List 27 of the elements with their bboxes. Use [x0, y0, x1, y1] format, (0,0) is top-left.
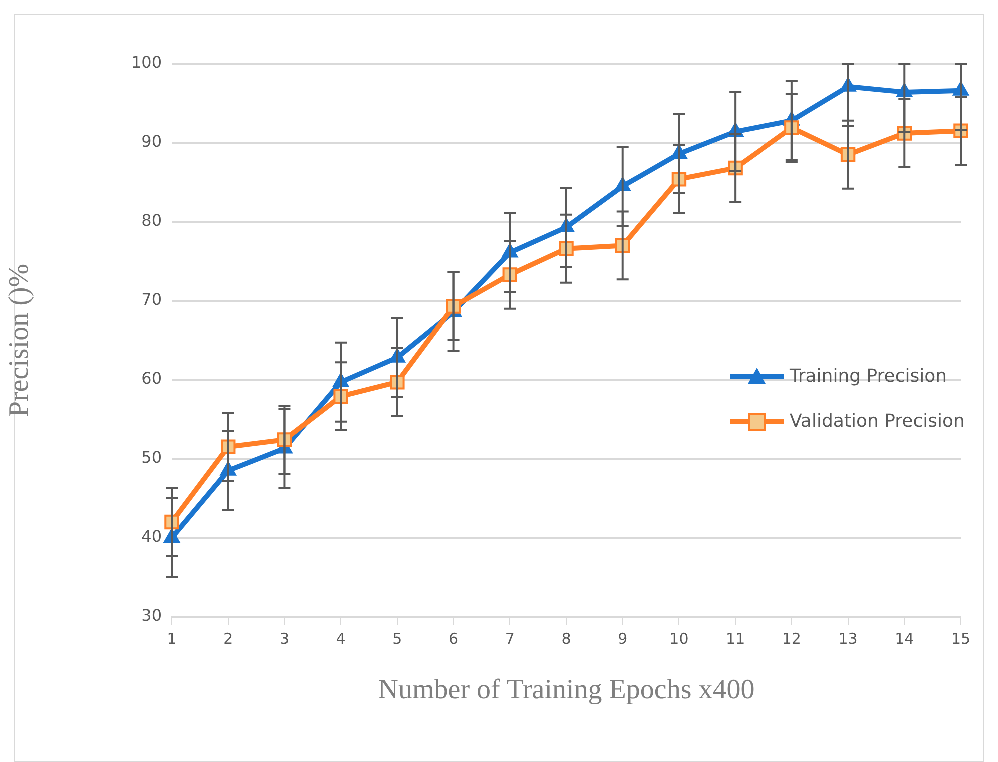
- y-tick-label: 60: [142, 369, 162, 388]
- x-tick-label: 3: [280, 630, 290, 648]
- y-tick-label: 50: [142, 448, 162, 468]
- x-tick-label: 10: [670, 630, 689, 648]
- x-tick-label: 14: [895, 630, 914, 648]
- y-axis-title: Precision ()%: [4, 264, 36, 418]
- x-tick-label: 6: [449, 630, 459, 648]
- x-tick-label: 11: [726, 630, 746, 648]
- x-tick-label: 13: [838, 630, 858, 648]
- y-tick-label: 90: [142, 132, 162, 152]
- x-axis-title: Number of Training Epochs x400: [378, 674, 755, 706]
- x-tick-label: 9: [618, 630, 628, 648]
- x-tick-label: 1: [167, 630, 177, 648]
- y-tick-label: 100: [131, 53, 162, 72]
- y-tick-label: 80: [142, 211, 162, 230]
- y-tick-label: 30: [142, 606, 162, 626]
- legend-label: Training Precision: [790, 366, 948, 387]
- x-tick-label: 7: [505, 630, 515, 648]
- x-tick-label: 4: [336, 630, 346, 648]
- legend-label: Validation Precision: [790, 411, 965, 432]
- x-tick-label: 15: [951, 630, 971, 648]
- y-tick-label: 40: [142, 527, 162, 546]
- x-tick-label: 12: [782, 630, 802, 648]
- x-tick-label: 2: [224, 630, 234, 648]
- x-tick-label: 8: [562, 630, 572, 648]
- y-tick-label: 70: [142, 290, 162, 310]
- x-tick-label: 5: [392, 630, 402, 648]
